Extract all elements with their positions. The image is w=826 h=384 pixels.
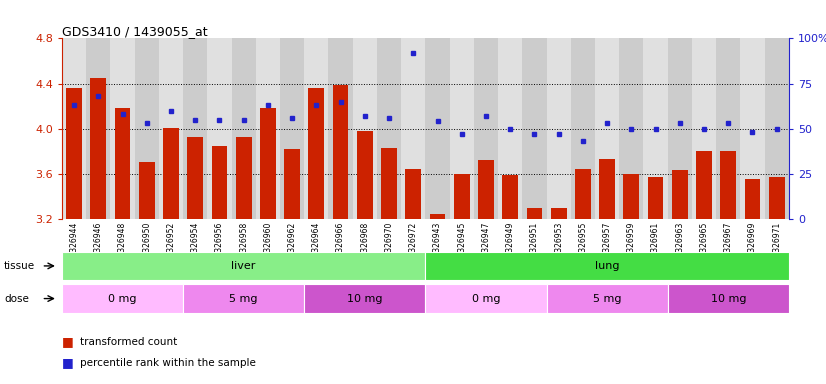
Bar [159,38,183,219]
Bar [522,38,547,219]
Bar [357,131,373,219]
Bar [329,38,353,219]
Bar [183,284,304,313]
Bar [62,284,183,313]
Bar [260,108,276,219]
Bar [308,88,325,219]
Text: GDS3410 / 1439055_at: GDS3410 / 1439055_at [62,25,207,38]
Bar [333,84,349,219]
Bar [66,88,82,219]
Text: liver: liver [231,261,256,271]
Text: 5 mg: 5 mg [230,293,258,304]
Bar [90,78,107,219]
Bar [211,146,227,219]
Bar [207,38,231,219]
Text: percentile rank within the sample: percentile rank within the sample [80,358,256,368]
Bar [571,38,595,219]
Bar [453,174,470,219]
Bar [740,38,765,219]
Bar [667,284,789,313]
Bar [86,38,111,219]
Bar [672,170,688,219]
Bar [547,38,571,219]
Bar [474,38,498,219]
Bar [256,38,280,219]
Bar [183,38,207,219]
Bar [744,179,761,219]
Bar [377,38,401,219]
Bar [648,177,663,219]
Bar [304,38,329,219]
Bar [139,162,154,219]
Text: transformed count: transformed count [80,337,178,347]
Text: 0 mg: 0 mg [472,293,501,304]
Bar [111,38,135,219]
Bar [430,214,445,219]
Bar [692,38,716,219]
Bar [716,38,740,219]
Bar [667,38,692,219]
Bar [765,38,789,219]
Bar [284,149,300,219]
Bar [595,38,620,219]
Bar [526,208,543,219]
Bar [551,208,567,219]
Text: ■: ■ [62,356,78,369]
Bar [449,38,474,219]
Bar [188,137,203,219]
Bar [135,38,159,219]
Bar [62,252,425,280]
Bar [425,252,789,280]
Bar [498,38,522,219]
Bar [304,284,425,313]
Bar [280,38,304,219]
Bar [381,148,397,219]
Bar [575,169,591,219]
Bar [353,38,377,219]
Bar [696,151,712,219]
Bar [163,127,179,219]
Bar [478,160,494,219]
Bar [547,284,667,313]
Bar [599,159,615,219]
Text: 10 mg: 10 mg [710,293,746,304]
Text: 10 mg: 10 mg [347,293,382,304]
Text: tissue: tissue [4,261,36,271]
Text: dose: dose [4,293,29,304]
Bar [401,38,425,219]
Text: 5 mg: 5 mg [593,293,621,304]
Text: lung: lung [595,261,620,271]
Text: 0 mg: 0 mg [108,293,137,304]
Bar [425,284,547,313]
Bar [502,175,518,219]
Text: ■: ■ [62,335,78,348]
Bar [231,38,256,219]
Bar [720,151,736,219]
Bar [643,38,667,219]
Bar [235,137,252,219]
Bar [406,169,421,219]
Bar [62,38,86,219]
Bar [624,174,639,219]
Bar [115,108,131,219]
Bar [425,38,449,219]
Bar [769,177,785,219]
Bar [620,38,643,219]
